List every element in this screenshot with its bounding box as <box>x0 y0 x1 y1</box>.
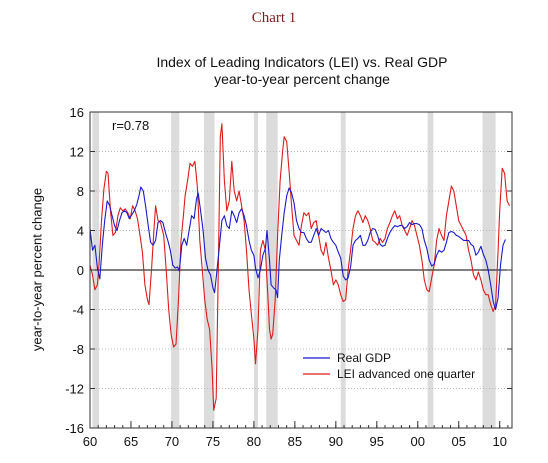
x-tick-label: 80 <box>247 434 261 449</box>
x-tick-label: 90 <box>329 434 343 449</box>
y-tick-label: 12 <box>70 145 84 160</box>
x-tick-label: 65 <box>124 434 138 449</box>
y-tick-label: -8 <box>72 342 84 357</box>
legend-label: Real GDP <box>337 351 391 365</box>
y-tick-label: 4 <box>77 224 84 239</box>
correlation-annotation: r=0.78 <box>112 118 149 133</box>
gridlines <box>90 151 512 389</box>
x-tick-label: 10 <box>492 434 506 449</box>
y-tick-label: 8 <box>77 184 84 199</box>
series-lines <box>89 123 510 411</box>
y-tick-label: 0 <box>77 263 84 278</box>
x-tick-label: 00 <box>411 434 425 449</box>
series-line-real-gdp <box>89 186 506 311</box>
x-tick-label: 60 <box>83 434 97 449</box>
y-tick-label: -4 <box>72 303 84 318</box>
legend: Real GDP LEI advanced one quarter <box>303 351 475 381</box>
x-tick-label: 70 <box>165 434 179 449</box>
chart-heading: Chart 1 <box>251 10 297 26</box>
chart-title-block: Index of Leading Indicators (LEI) vs. Re… <box>92 54 512 88</box>
y-tick-label: -12 <box>65 382 84 397</box>
x-tick-label: 85 <box>288 434 302 449</box>
x-tick-label: 95 <box>370 434 384 449</box>
legend-label: LEI advanced one quarter <box>337 367 475 381</box>
x-tick-label: 75 <box>206 434 220 449</box>
y-tick-label: 16 <box>70 105 84 120</box>
y-tick-label: -16 <box>65 421 84 436</box>
chart-title: Index of Leading Indicators (LEI) vs. Re… <box>156 54 448 70</box>
x-tick-label: 05 <box>452 434 466 449</box>
series-line-lei-advanced-one-quarter <box>89 123 510 411</box>
chart-subtitle: year-to-year percent change <box>214 71 390 87</box>
